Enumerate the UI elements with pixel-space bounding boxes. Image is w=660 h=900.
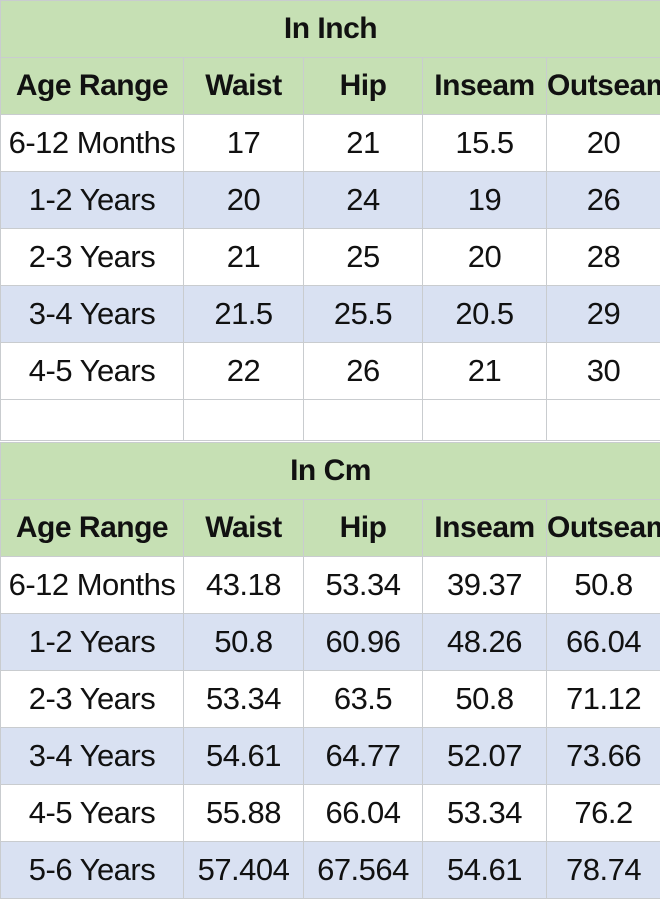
cell-waist: 21 (183, 228, 304, 286)
cell-outseam: 71.12 (545, 670, 660, 728)
cell-inseam: 20 (422, 228, 547, 286)
cell-inseam: 53.34 (422, 784, 547, 842)
cell-waist: 20 (183, 171, 304, 229)
empty-cell (0, 399, 184, 441)
cell-hip: 53.34 (303, 556, 423, 614)
cell-age-range: 5-6 Years (0, 841, 184, 899)
table-row: 1-2 Years 50.8 60.96 48.26 66.04 (0, 613, 660, 671)
empty-row (0, 399, 660, 441)
inch-title-row: In Inch (0, 0, 660, 58)
cell-waist: 57.404 (183, 841, 304, 899)
header-outseam: Outseam (545, 499, 660, 557)
inch-header-row: Age Range Waist Hip Inseam Outseam (0, 57, 660, 115)
cell-age-range: 2-3 Years (0, 228, 184, 286)
cell-inseam: 20.5 (422, 285, 547, 343)
cell-age-range: 4-5 Years (0, 342, 184, 400)
header-age-range: Age Range (0, 499, 184, 557)
cell-hip: 25 (303, 228, 423, 286)
cell-age-range: 6-12 Months (0, 556, 184, 614)
cell-waist: 17 (183, 114, 304, 172)
cell-age-range: 4-5 Years (0, 784, 184, 842)
empty-cell (303, 399, 423, 441)
header-hip: Hip (303, 499, 423, 557)
inch-size-table: In Inch Age Range Waist Hip Inseam Outse… (0, 0, 660, 441)
cell-age-range: 1-2 Years (0, 613, 184, 671)
header-waist: Waist (183, 57, 304, 115)
table-row: 1-2 Years 20 24 19 26 (0, 171, 660, 229)
cell-hip: 26 (303, 342, 423, 400)
header-age-range: Age Range (0, 57, 184, 115)
header-outseam: Outseam (545, 57, 660, 115)
cell-outseam: 28 (545, 228, 660, 286)
cell-hip: 24 (303, 171, 423, 229)
cm-size-table: In Cm Age Range Waist Hip Inseam Outseam… (0, 442, 660, 899)
cell-inseam: 15.5 (422, 114, 547, 172)
table-row: 5-6 Years 57.404 67.564 54.61 78.74 (0, 841, 660, 899)
cell-outseam: 50.8 (545, 556, 660, 614)
cell-hip: 21 (303, 114, 423, 172)
header-inseam: Inseam (422, 57, 547, 115)
cell-waist: 43.18 (183, 556, 304, 614)
cell-waist: 50.8 (183, 613, 304, 671)
cell-age-range: 6-12 Months (0, 114, 184, 172)
cell-outseam: 26 (545, 171, 660, 229)
cell-inseam: 54.61 (422, 841, 547, 899)
table-row: 3-4 Years 21.5 25.5 20.5 29 (0, 285, 660, 343)
cell-waist: 55.88 (183, 784, 304, 842)
cell-age-range: 2-3 Years (0, 670, 184, 728)
cell-hip: 67.564 (303, 841, 423, 899)
table-row: 2-3 Years 21 25 20 28 (0, 228, 660, 286)
cell-hip: 64.77 (303, 727, 423, 785)
cell-hip: 63.5 (303, 670, 423, 728)
cell-waist: 53.34 (183, 670, 304, 728)
cell-outseam: 76.2 (545, 784, 660, 842)
cell-inseam: 52.07 (422, 727, 547, 785)
header-waist: Waist (183, 499, 304, 557)
cell-outseam: 20 (545, 114, 660, 172)
cm-header-row: Age Range Waist Hip Inseam Outseam (0, 499, 660, 557)
inch-table-title: In Inch (0, 0, 660, 58)
cell-outseam: 66.04 (545, 613, 660, 671)
table-row: 2-3 Years 53.34 63.5 50.8 71.12 (0, 670, 660, 728)
table-row: 4-5 Years 22 26 21 30 (0, 342, 660, 400)
cell-inseam: 50.8 (422, 670, 547, 728)
cell-outseam: 30 (545, 342, 660, 400)
cell-waist: 21.5 (183, 285, 304, 343)
cell-outseam: 78.74 (545, 841, 660, 899)
cell-waist: 22 (183, 342, 304, 400)
cm-title-row: In Cm (0, 442, 660, 500)
table-row: 4-5 Years 55.88 66.04 53.34 76.2 (0, 784, 660, 842)
cell-age-range: 1-2 Years (0, 171, 184, 229)
cell-hip: 60.96 (303, 613, 423, 671)
cell-waist: 54.61 (183, 727, 304, 785)
cell-inseam: 48.26 (422, 613, 547, 671)
table-row: 6-12 Months 43.18 53.34 39.37 50.8 (0, 556, 660, 614)
cell-inseam: 39.37 (422, 556, 547, 614)
cell-hip: 66.04 (303, 784, 423, 842)
cell-inseam: 19 (422, 171, 547, 229)
cell-outseam: 73.66 (545, 727, 660, 785)
cell-age-range: 3-4 Years (0, 285, 184, 343)
cell-age-range: 3-4 Years (0, 727, 184, 785)
cell-hip: 25.5 (303, 285, 423, 343)
table-row: 6-12 Months 17 21 15.5 20 (0, 114, 660, 172)
header-inseam: Inseam (422, 499, 547, 557)
empty-cell (422, 399, 547, 441)
empty-cell (183, 399, 304, 441)
table-row: 3-4 Years 54.61 64.77 52.07 73.66 (0, 727, 660, 785)
cell-outseam: 29 (545, 285, 660, 343)
header-hip: Hip (303, 57, 423, 115)
cm-table-title: In Cm (0, 442, 660, 500)
cell-inseam: 21 (422, 342, 547, 400)
empty-cell (545, 399, 660, 441)
